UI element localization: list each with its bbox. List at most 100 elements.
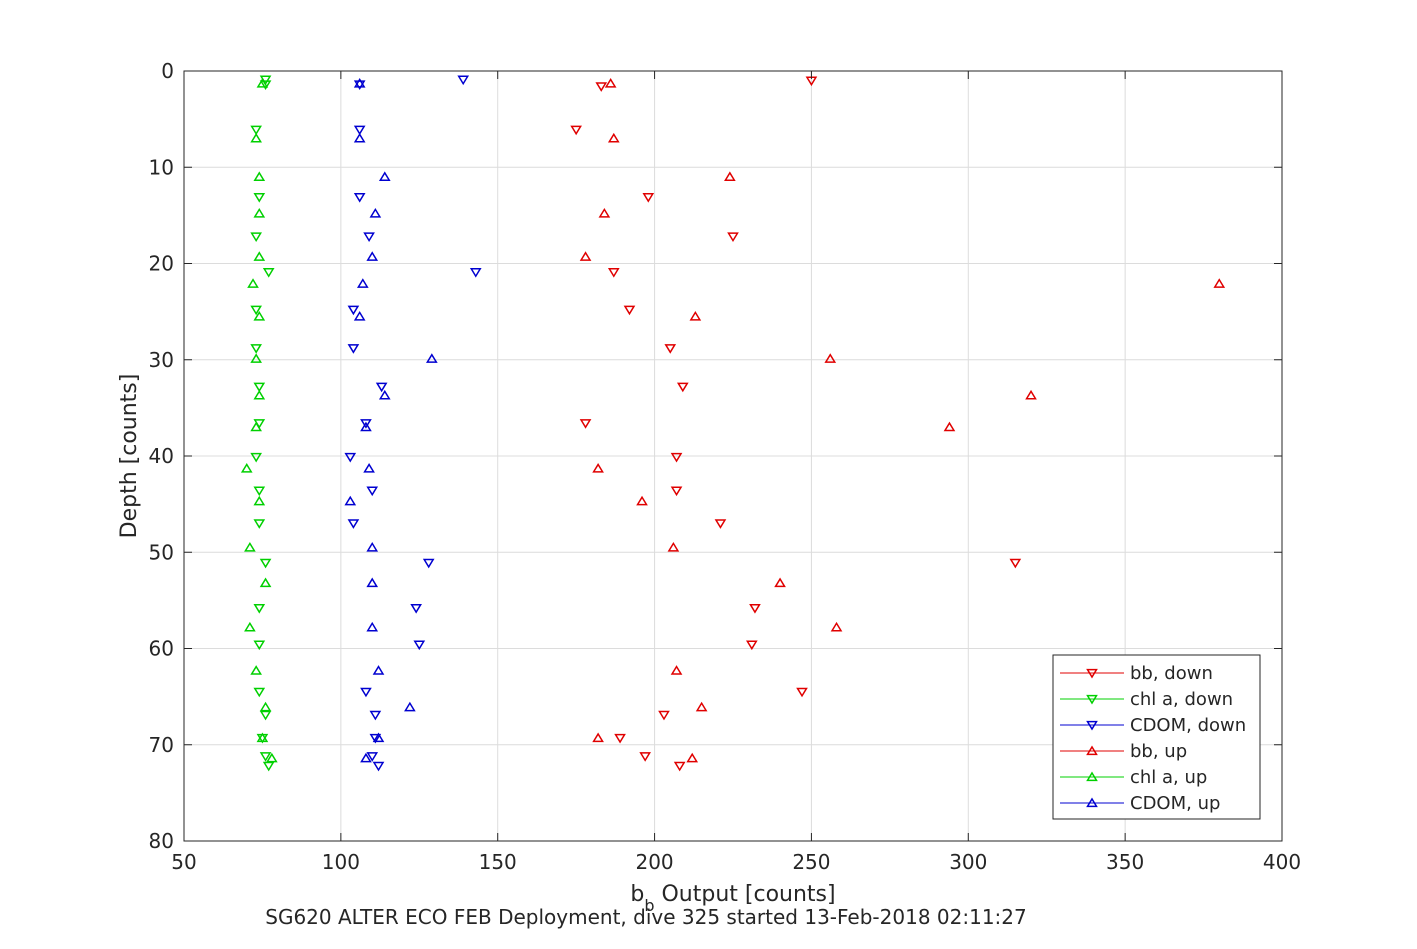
data-point: [607, 268, 620, 278]
data-point: [369, 710, 382, 721]
y-tick-label: 50: [149, 540, 174, 564]
y-tick-label: 30: [149, 348, 174, 372]
data-point: [366, 621, 379, 632]
legend-marker: [1086, 668, 1098, 679]
data-point: [253, 192, 266, 203]
legend-marker: [1086, 720, 1098, 731]
data-point: [824, 353, 837, 363]
data-point: [247, 278, 259, 288]
data-point: [469, 268, 482, 278]
data-point: [366, 541, 379, 552]
data-point: [410, 603, 422, 614]
data-point: [262, 268, 275, 278]
legend-entry: chl a, up: [1060, 767, 1207, 788]
series-bb-up: [579, 78, 1226, 763]
data-point: [253, 251, 266, 261]
data-point: [366, 251, 379, 261]
data-point: [639, 752, 651, 762]
data-point: [714, 519, 727, 529]
data-point: [250, 305, 262, 316]
data-point: [353, 80, 366, 90]
data-point: [259, 710, 272, 721]
series-chl-a-up: [240, 78, 278, 763]
data-point: [579, 419, 592, 429]
y-tick-label: 60: [149, 637, 174, 661]
data-point: [369, 207, 382, 218]
data-point: [250, 344, 262, 354]
y-tick-label: 20: [149, 252, 174, 276]
data-point: [259, 577, 272, 588]
data-point: [369, 733, 382, 744]
data-point: [830, 621, 843, 632]
data-point: [372, 732, 385, 743]
legend-label: bb, up: [1130, 741, 1187, 762]
legend-entry: bb, down: [1060, 663, 1213, 684]
x-axis-label: bb Output [counts]: [630, 882, 835, 915]
data-point: [250, 665, 262, 675]
data-point: [250, 132, 262, 143]
data-point: [623, 305, 636, 316]
x-tick-label: 150: [479, 850, 517, 874]
data-point: [363, 232, 375, 243]
data-point: [378, 389, 391, 400]
data-point: [259, 558, 272, 569]
y-tick-label: 40: [149, 444, 174, 468]
data-point: [253, 495, 266, 506]
data-point: [642, 192, 655, 203]
data-point: [372, 665, 385, 675]
data-point: [266, 752, 278, 763]
data-point: [347, 344, 360, 354]
data-point: [344, 452, 357, 463]
data-point: [607, 132, 620, 143]
legend-label: CDOM, up: [1130, 793, 1220, 814]
series-cdom-down: [344, 75, 482, 772]
data-point: [253, 486, 266, 497]
data-point: [604, 78, 617, 88]
legend-label: bb, down: [1130, 663, 1213, 684]
data-point: [353, 132, 366, 143]
data-point: [695, 701, 708, 712]
data-point: [360, 752, 372, 763]
data-point: [413, 640, 426, 651]
data-point: [375, 382, 388, 393]
data-point: [259, 701, 272, 712]
data-point: [262, 761, 275, 772]
series-chl-a-down: [250, 75, 275, 772]
data-point: [256, 78, 269, 88]
data-point: [664, 344, 677, 354]
data-point: [1025, 389, 1037, 400]
data-point: [670, 452, 683, 463]
data-point: [673, 761, 686, 772]
axes: 50 100 150 200 250 300 350 400 0 10 20 30 40 50 60 70 80: [149, 59, 1302, 874]
data-point: [614, 733, 626, 744]
data-point: [256, 732, 269, 743]
data-point: [943, 421, 956, 432]
data-point: [366, 486, 379, 497]
data-point: [259, 752, 272, 762]
legend-marker: [1086, 771, 1098, 782]
data-point: [353, 192, 366, 203]
data-point: [253, 310, 266, 321]
series-layer: [240, 75, 1226, 772]
y-tick-label: 10: [149, 155, 174, 179]
data-point: [595, 82, 608, 92]
data-point: [347, 519, 360, 529]
data-point: [670, 486, 683, 497]
x-tick-label: 300: [949, 850, 987, 874]
data-point: [360, 687, 372, 698]
data-point: [592, 463, 604, 473]
data-point: [353, 125, 366, 136]
series-cdom-up: [344, 78, 438, 763]
y-tick-label: 0: [161, 59, 174, 83]
data-point: [1213, 278, 1226, 288]
data-point: [378, 171, 391, 181]
y-axis-label: Depth [counts]: [117, 374, 142, 539]
y-tick-label: 80: [149, 829, 174, 853]
data-point: [796, 687, 808, 698]
data-point: [353, 310, 366, 321]
x-tick-label: 400: [1263, 850, 1301, 874]
legend-marker: [1086, 745, 1098, 756]
data-point: [727, 232, 739, 243]
data-point: [253, 207, 266, 218]
